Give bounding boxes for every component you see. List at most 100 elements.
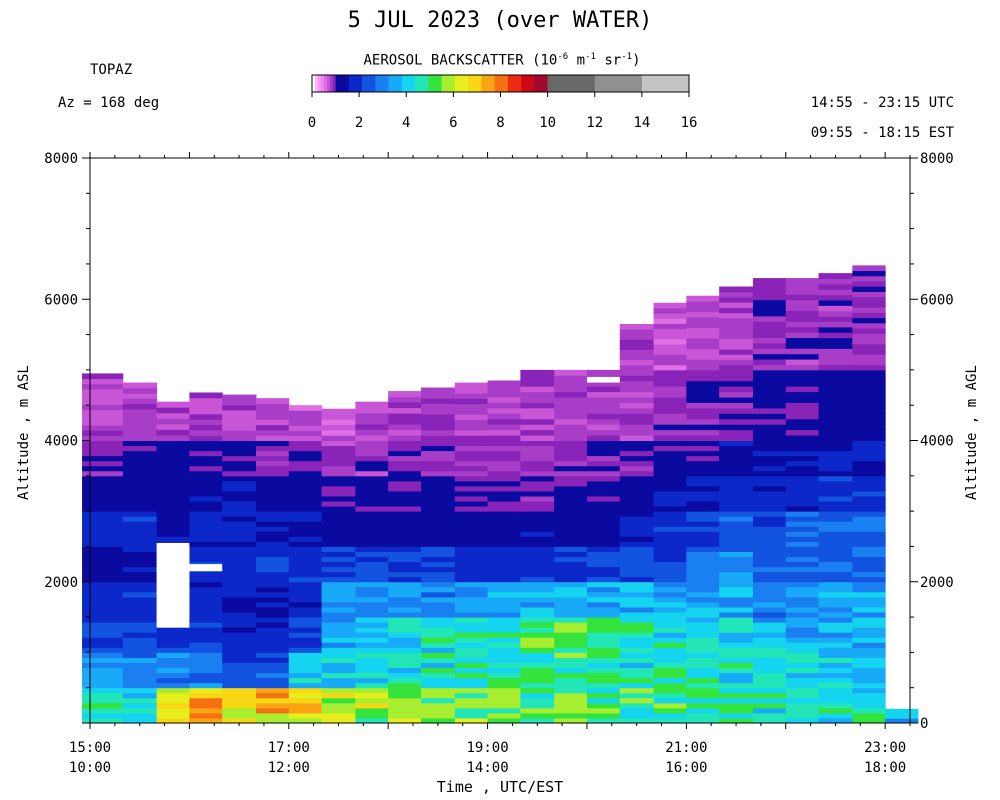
heatmap-cell bbox=[619, 349, 655, 356]
heatmap-cell bbox=[653, 672, 687, 679]
heatmap-cell bbox=[752, 647, 787, 653]
heatmap-cell bbox=[355, 586, 389, 593]
heatmap-cell bbox=[321, 622, 356, 628]
heatmap-cell bbox=[82, 450, 124, 457]
heatmap-cell bbox=[818, 627, 853, 633]
heatmap-cell bbox=[818, 375, 853, 382]
heatmap-cell bbox=[122, 586, 158, 593]
heatmap-cell bbox=[288, 596, 323, 603]
heatmap-cell bbox=[785, 299, 820, 306]
heatmap-cell bbox=[122, 702, 158, 709]
heatmap-cell bbox=[785, 682, 820, 689]
heatmap-cell bbox=[82, 388, 124, 395]
heatmap-cell bbox=[355, 506, 389, 512]
heatmap-cell bbox=[222, 672, 257, 679]
heatmap-cell bbox=[752, 348, 787, 355]
heatmap-cell bbox=[520, 647, 555, 653]
heatmap-cell bbox=[752, 407, 787, 414]
heatmap-cell bbox=[619, 391, 655, 398]
heatmap-cell bbox=[388, 407, 422, 414]
heatmap-cell bbox=[653, 480, 687, 487]
heatmap-cell bbox=[852, 429, 886, 436]
heatmap-cell bbox=[122, 687, 158, 694]
heatmap-cell bbox=[686, 652, 720, 658]
heatmap-cell bbox=[388, 566, 422, 573]
heatmap-cell bbox=[156, 412, 190, 419]
heatmap-cell bbox=[785, 288, 820, 295]
heatmap-cell bbox=[619, 647, 655, 653]
heatmap-cell bbox=[719, 450, 754, 457]
heatmap-cell bbox=[785, 657, 820, 663]
heatmap-cell bbox=[156, 455, 190, 462]
heatmap-cell bbox=[321, 511, 356, 517]
heatmap-cell bbox=[255, 506, 290, 512]
heatmap-cell bbox=[189, 501, 223, 507]
heatmap-cell bbox=[852, 516, 886, 522]
heatmap-cell bbox=[554, 506, 588, 512]
heatmap-cell bbox=[388, 485, 422, 492]
heatmap-cell bbox=[785, 662, 820, 669]
heatmap-cell bbox=[653, 460, 687, 467]
heatmap-cell bbox=[321, 647, 356, 653]
heatmap-cell bbox=[818, 445, 853, 452]
heatmap-cell bbox=[752, 657, 787, 663]
heatmap-cell bbox=[554, 591, 588, 598]
heatmap-cell bbox=[189, 445, 223, 452]
heatmap-cell bbox=[719, 369, 754, 376]
heatmap-cell bbox=[653, 682, 687, 689]
heatmap-cell bbox=[420, 392, 456, 399]
heatmap-cell bbox=[852, 312, 886, 319]
heatmap-cell bbox=[852, 281, 886, 287]
heatmap-cell bbox=[321, 414, 356, 420]
heatmap-cell bbox=[122, 475, 158, 482]
heatmap-cell bbox=[487, 440, 521, 447]
heatmap-cell bbox=[487, 622, 521, 628]
heatmap-cell bbox=[818, 566, 853, 573]
heatmap-cell bbox=[818, 380, 853, 387]
heatmap-cell bbox=[122, 450, 158, 457]
heatmap-cell bbox=[388, 429, 422, 436]
heatmap-cell bbox=[653, 667, 687, 674]
heatmap-cell bbox=[686, 576, 720, 583]
heatmap-cell bbox=[420, 541, 456, 547]
heatmap-cell bbox=[719, 601, 754, 608]
heatmap-cell bbox=[586, 460, 621, 467]
heatmap-cell bbox=[288, 526, 323, 532]
heatmap-cell bbox=[818, 677, 853, 684]
heatmap-cell bbox=[255, 414, 290, 420]
heatmap-cell bbox=[487, 637, 521, 643]
heatmap-cell bbox=[454, 637, 489, 643]
heatmap-cell bbox=[255, 470, 290, 477]
heatmap-cell bbox=[785, 342, 820, 349]
heatmap-cell bbox=[852, 632, 886, 638]
heatmap-cell bbox=[420, 485, 456, 492]
heatmap-cell bbox=[554, 622, 588, 628]
heatmap-cell bbox=[487, 490, 521, 497]
heatmap-cell bbox=[122, 627, 158, 633]
heatmap-cell bbox=[520, 480, 555, 487]
heatmap-cell bbox=[653, 561, 687, 568]
heatmap-cell bbox=[818, 652, 853, 658]
heatmap-cell bbox=[122, 682, 158, 689]
heatmap-cell bbox=[288, 571, 323, 578]
heatmap-cell bbox=[785, 617, 820, 623]
x-tick-label-est: 18:00 bbox=[864, 760, 906, 776]
heatmap-cell bbox=[288, 697, 323, 704]
heatmap-cell bbox=[189, 576, 223, 583]
heatmap-cell bbox=[752, 294, 787, 301]
heatmap-cell bbox=[156, 627, 190, 633]
heatmap-cell bbox=[619, 561, 655, 568]
heatmap-cell bbox=[82, 440, 124, 447]
heatmap-cell bbox=[818, 546, 853, 552]
heatmap-cell bbox=[619, 413, 655, 420]
heatmap-cell bbox=[122, 647, 158, 653]
heatmap-cell bbox=[520, 369, 555, 376]
heatmap-cell bbox=[653, 465, 687, 472]
heatmap-cell bbox=[156, 692, 190, 699]
heatmap-cell bbox=[554, 702, 588, 709]
heatmap-cell bbox=[520, 386, 555, 393]
heatmap-cell bbox=[785, 353, 820, 360]
heatmap-cell bbox=[255, 516, 290, 522]
heatmap-cell bbox=[852, 541, 886, 547]
heatmap-cell bbox=[686, 667, 720, 674]
